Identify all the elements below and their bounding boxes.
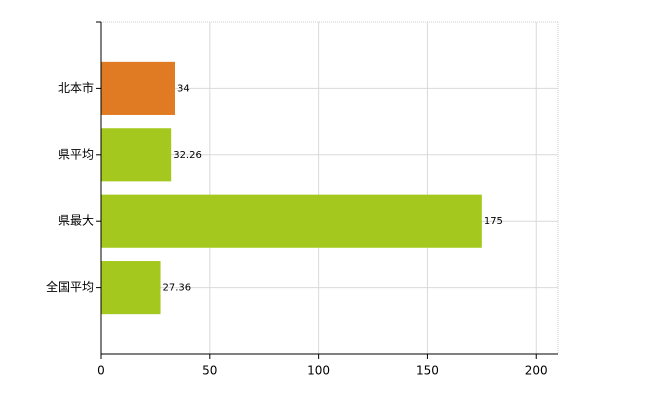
x-tick-label: 150	[416, 364, 439, 378]
value-label: 175	[484, 216, 503, 227]
bar	[101, 194, 482, 248]
bar	[101, 128, 172, 182]
bar	[101, 61, 175, 115]
value-label: 32.26	[173, 150, 202, 161]
x-tick-label: 50	[202, 364, 217, 378]
y-tick-label: 北本市	[58, 80, 94, 95]
value-label: 27.36	[163, 283, 192, 294]
x-tick-label: 100	[307, 364, 330, 378]
y-tick-label: 全国平均	[46, 279, 94, 294]
value-label: 34	[177, 83, 190, 94]
x-tick-label: 200	[525, 364, 548, 378]
bar	[101, 261, 161, 315]
x-tick-label: 0	[97, 364, 105, 378]
y-tick-label: 県最大	[58, 214, 94, 228]
y-tick-label: 県平均	[58, 147, 94, 161]
